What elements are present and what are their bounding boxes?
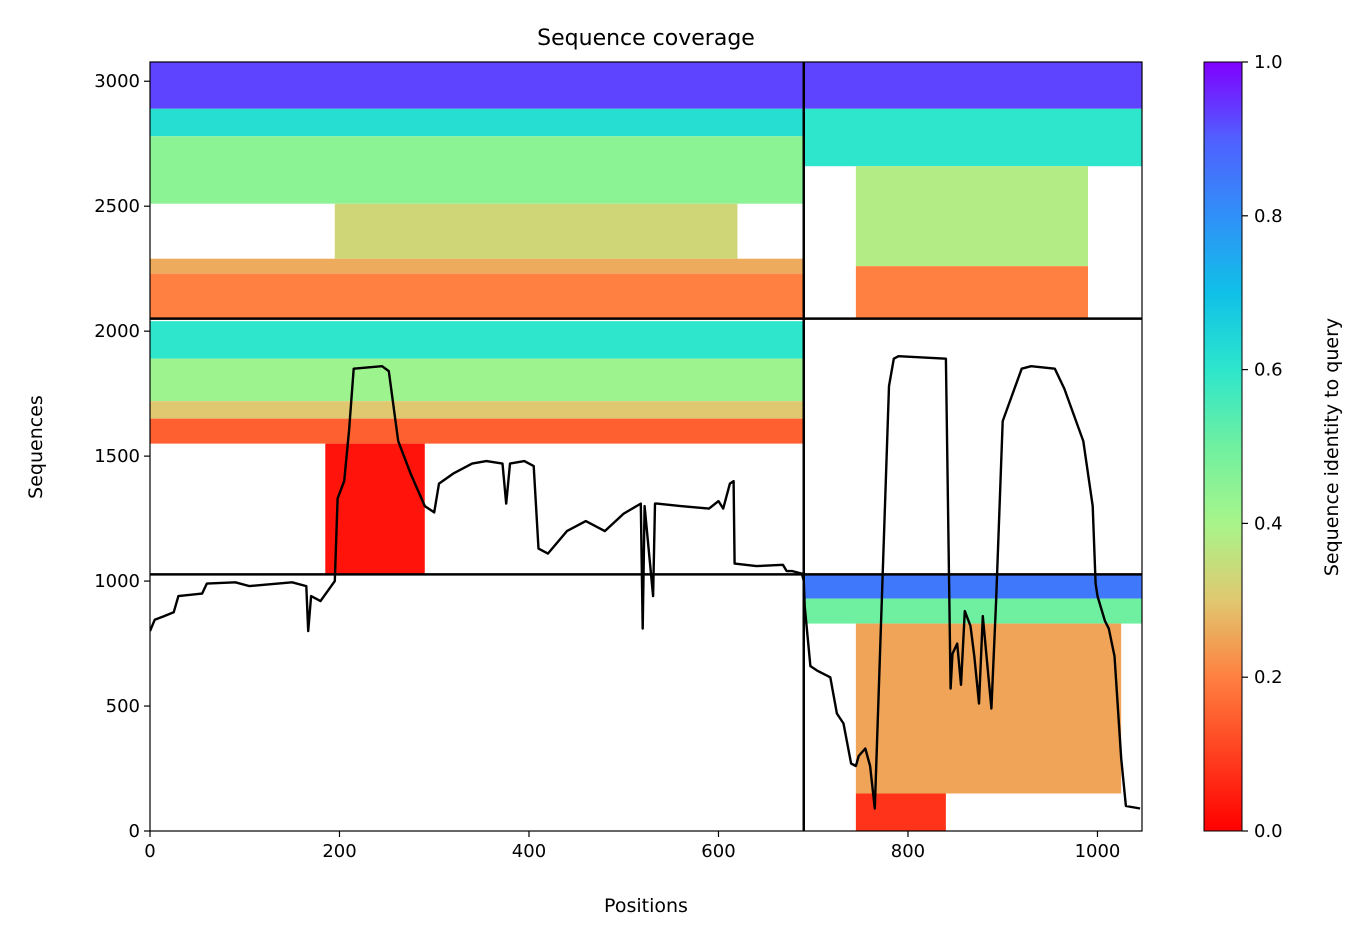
coverage-band-0-5 [150,273,804,319]
y-axis-ticks: 0 500 1000 1500 2000 2500 3000 [94,71,150,842]
y-tick-label: 1000 [94,571,140,592]
coverage-band-0-3 [334,203,738,259]
y-tick-label: 1500 [94,446,140,467]
y-tick-label: 2000 [94,321,140,342]
coverage-band-0-2 [150,136,804,204]
y-tick-label: 0 [129,821,140,842]
x-tick-label: 200 [322,841,356,862]
colorbar [1203,61,1243,832]
coverage-band-2-1 [150,358,804,402]
y-tick-label: 500 [106,696,140,717]
y-tick-label: 2500 [94,196,140,217]
colorbar-tick-label: 0.0 [1254,821,1283,842]
colorbar-label: Sequence identity to query [1321,318,1343,576]
coverage-band-3-1 [803,598,1142,624]
chain-boundaries [150,62,1142,831]
colorbar-tick-label: 0.2 [1254,667,1283,688]
coverage-band-3-2 [855,623,1122,794]
coverage-line-layer [150,355,1141,810]
coverage-band-1-1 [803,108,1142,167]
x-tick-label: 400 [512,841,546,862]
x-tick-label: 600 [701,841,735,862]
coverage-band-0-0 [150,62,804,109]
coverage-band-2-2 [150,401,804,419]
x-axis-label: Positions [604,895,688,917]
coverage-line [150,355,1141,810]
colorbar-tick-label: 0.4 [1254,513,1283,534]
x-tick-label: 800 [891,841,925,862]
coverage-band-2-4 [325,443,425,575]
x-tick-label: 1000 [1075,841,1121,862]
chart-title: Sequence coverage [537,26,755,51]
colorbar-tick-label: 1.0 [1254,52,1283,73]
y-axis-label: Sequences [25,395,47,499]
coverage-band-0-1 [150,108,804,137]
coverage-band-2-0 [150,321,804,359]
x-axis-ticks: 0 200 400 600 800 1000 [144,831,1120,862]
coverage-band-0-4 [150,258,804,274]
y-tick-label: 3000 [94,71,140,92]
coverage-band-1-2 [855,166,1088,267]
coverage-heatmap [150,62,1142,831]
colorbar-tick-label: 0.8 [1254,206,1283,227]
colorbar-tick-label: 0.6 [1254,360,1283,381]
coverage-band-3-0 [803,574,1142,599]
coverage-band-1-0 [803,62,1142,109]
plot-frame [149,61,1143,832]
coverage-band-1-3 [855,266,1088,319]
x-tick-label: 0 [144,841,155,862]
colorbar-ticks: 0.0 0.2 0.4 0.6 0.8 1.0 [1242,52,1283,842]
coverage-band-3-3 [855,793,946,831]
coverage-band-2-3 [150,418,804,444]
